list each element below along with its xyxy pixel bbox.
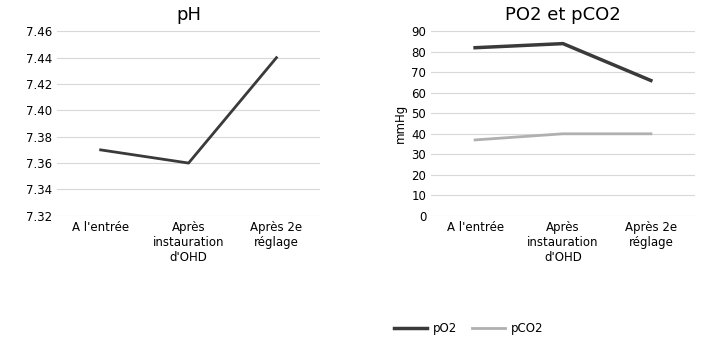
Legend: pO2, pCO2: pO2, pCO2 <box>389 318 548 340</box>
Y-axis label: mmHg: mmHg <box>394 104 407 143</box>
pCO2 <box>559 132 567 136</box>
Title: pH: pH <box>176 6 201 24</box>
Line: pCO2: pCO2 <box>475 134 651 140</box>
pO2 <box>559 41 567 46</box>
pO2 <box>471 46 479 50</box>
pCO2 <box>647 132 655 136</box>
pO2 <box>647 78 655 82</box>
Line: pO2: pO2 <box>475 44 651 80</box>
pCO2 <box>471 138 479 142</box>
Title: PO2 et pCO2: PO2 et pCO2 <box>505 6 621 24</box>
